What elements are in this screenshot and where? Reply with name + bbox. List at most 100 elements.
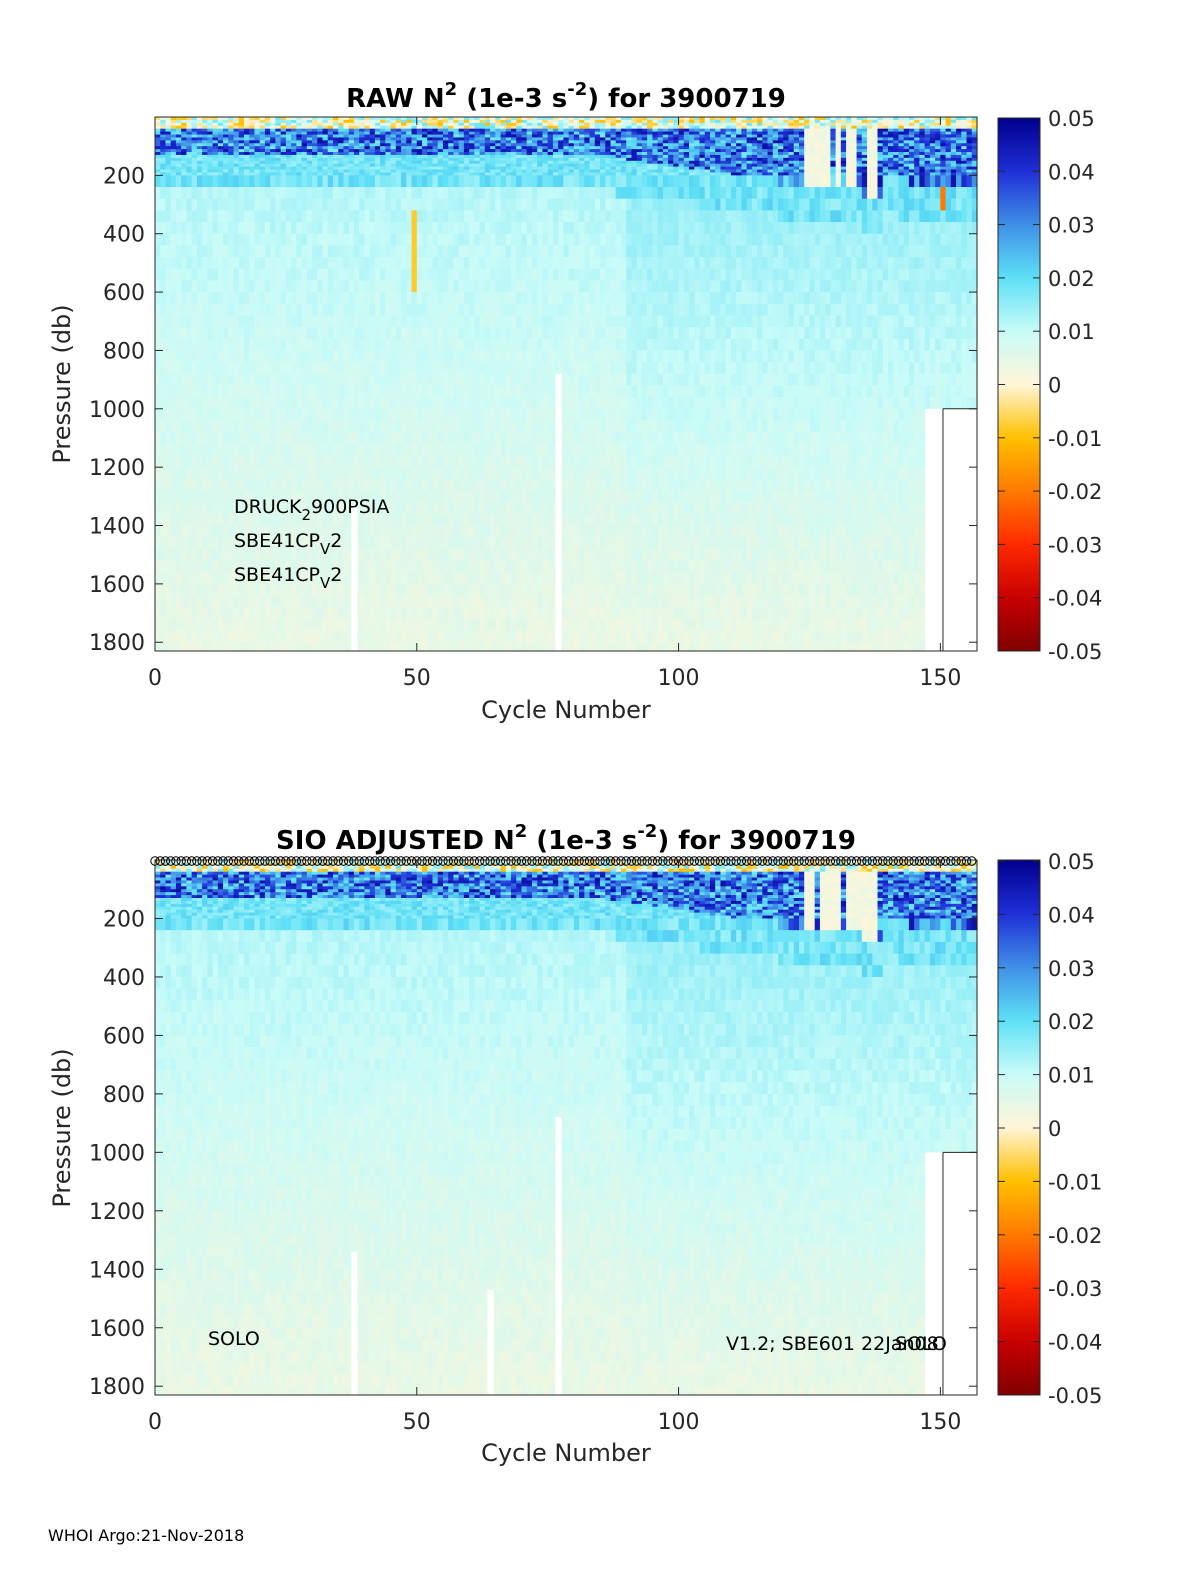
heatmap-cell (364, 157, 371, 162)
heatmap-cell (244, 630, 250, 643)
heatmap-cell (228, 172, 235, 176)
heatmap-cell (296, 210, 303, 223)
heatmap-cell (505, 163, 512, 168)
heatmap-cell (191, 607, 198, 620)
heatmap-cell (238, 338, 245, 352)
heatmap-cell (312, 166, 318, 171)
heatmap-cell (238, 140, 245, 144)
heatmap-cell (327, 583, 334, 597)
heatmap-cell (181, 198, 188, 211)
heatmap-cell (348, 292, 355, 305)
heatmap-cell (301, 134, 308, 139)
heatmap-cell (458, 157, 465, 162)
heatmap-cell (453, 303, 460, 317)
heatmap-cell (437, 160, 444, 165)
heatmap-cell (228, 490, 235, 503)
heatmap-cell (374, 137, 381, 141)
heatmap-cell (223, 125, 229, 130)
heatmap-cell (353, 280, 360, 293)
heatmap-cell (327, 315, 334, 328)
heatmap-cell (542, 490, 549, 503)
heatmap-cell (280, 292, 287, 305)
heatmap-cell (196, 572, 203, 585)
heatmap-cell (160, 245, 167, 258)
heatmap-cell (469, 160, 475, 165)
heatmap-cell (301, 210, 308, 223)
heatmap-cell (568, 131, 575, 136)
heatmap-cell (353, 467, 360, 480)
heatmap-cell (542, 560, 549, 573)
heatmap-cell (275, 140, 282, 144)
heatmap-cell (322, 134, 329, 139)
heatmap-cell (547, 152, 554, 156)
heatmap-cell (186, 338, 193, 352)
heatmap-cell (212, 385, 219, 398)
heatmap-cell (568, 338, 575, 352)
heatmap-cell (437, 210, 444, 223)
heatmap-cell (500, 607, 507, 620)
heatmap-cell (552, 338, 559, 352)
heatmap-cell (573, 245, 580, 258)
heatmap-cell (395, 131, 402, 136)
heatmap-cell (270, 513, 277, 527)
heatmap-cell (416, 149, 423, 153)
heatmap-cell (233, 140, 240, 144)
heatmap-cell (217, 152, 224, 156)
heatmap-cell (385, 455, 392, 468)
heatmap-cell (259, 163, 266, 168)
heatmap-cell (280, 257, 287, 270)
heatmap-cell (458, 163, 465, 168)
heatmap-cell (579, 560, 585, 573)
heatmap-cell (490, 122, 496, 127)
heatmap-cell (458, 385, 465, 398)
heatmap-cell (238, 137, 245, 141)
heatmap-cell (427, 525, 434, 538)
heatmap-cell (322, 595, 329, 608)
heatmap-cell (196, 280, 203, 293)
heatmap-cell (416, 467, 423, 480)
heatmap-cell (217, 154, 224, 159)
heatmap-cell (427, 303, 434, 317)
heatmap-cell (212, 146, 219, 150)
heatmap-cell (448, 513, 455, 527)
heatmap-cell (338, 502, 345, 515)
heatmap-cell (348, 455, 355, 468)
heatmap-cell (495, 478, 502, 492)
heatmap-cell (563, 160, 570, 165)
heatmap-cell (244, 373, 250, 387)
heatmap-cell (191, 478, 198, 492)
heatmap-cell (380, 595, 386, 608)
heatmap-cell (306, 125, 313, 130)
heatmap-cell (380, 143, 386, 147)
heatmap-cell (411, 420, 418, 433)
heatmap-cell (537, 478, 544, 492)
heatmap-cell (254, 128, 261, 133)
heatmap-cell (505, 420, 512, 433)
heatmap-cell (427, 455, 434, 468)
heatmap-cell (442, 315, 449, 328)
heatmap-cell (244, 280, 250, 293)
heatmap-cell (484, 397, 491, 410)
heatmap-cell (401, 490, 407, 503)
heatmap-cell (264, 146, 271, 150)
heatmap-cell (348, 443, 355, 457)
heatmap-cell (165, 157, 172, 162)
heatmap-cell (348, 315, 355, 328)
heatmap-cell (175, 420, 182, 433)
heatmap-cell (406, 513, 413, 527)
heatmap-cell (280, 303, 287, 317)
heatmap-cell (353, 315, 360, 328)
heatmap-cell (301, 137, 308, 141)
heatmap-cell (322, 210, 329, 223)
heatmap-cell (422, 131, 428, 136)
heatmap-cell (495, 292, 502, 305)
heatmap-cell (500, 257, 507, 270)
heatmap-cell (495, 432, 502, 445)
heatmap-cell (552, 233, 559, 246)
heatmap-cell (521, 146, 528, 150)
heatmap-cell (175, 548, 182, 562)
heatmap-cell (312, 122, 318, 127)
heatmap-cell (191, 502, 198, 515)
heatmap-cell (500, 140, 507, 144)
heatmap-cell (249, 443, 256, 457)
